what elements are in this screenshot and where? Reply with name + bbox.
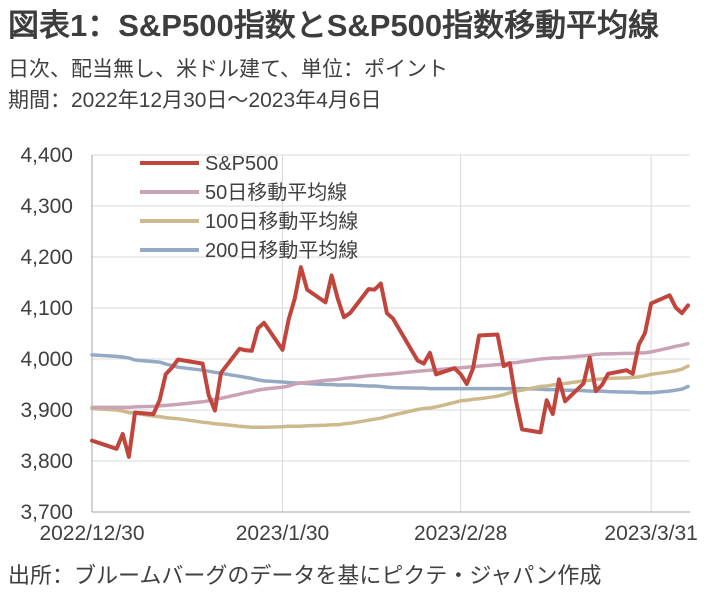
legend-label-ma50: 50日移動平均線 bbox=[205, 181, 347, 204]
y-tick-label: 4,300 bbox=[20, 195, 73, 218]
y-tick-label: 3,900 bbox=[20, 399, 73, 422]
x-tick-label: 2023/2/28 bbox=[414, 522, 507, 545]
y-tick-label: 3,800 bbox=[20, 450, 73, 473]
x-tick-label: 2023/3/31 bbox=[604, 522, 697, 545]
legend: S&P500 50日移動平均線 100日移動平均線 200日移動平均線 bbox=[140, 153, 358, 262]
series-line-sp500 bbox=[90, 265, 690, 459]
chart-subtitle-units: 日次、配当無し、米ドル建て、単位：ポイント bbox=[8, 58, 448, 81]
chart-source-note: 出所：ブルームバーグのデータを基にピクテ・ジャパン作成 bbox=[8, 563, 602, 588]
y-tick-label: 4,400 bbox=[20, 144, 73, 167]
y-tick-label: 4,100 bbox=[20, 297, 73, 320]
chart-title: 図表1：S&P500指数とS&P500指数移動平均線 bbox=[8, 8, 660, 43]
x-tick-label: 2023/1/30 bbox=[236, 522, 329, 545]
y-tick-label: 4,200 bbox=[20, 246, 73, 269]
x-tick-label: 2022/12/30 bbox=[39, 522, 144, 545]
y-tick-label: 3,700 bbox=[20, 501, 73, 524]
legend-label-ma200: 200日移動平均線 bbox=[205, 239, 358, 262]
y-tick-label: 4,000 bbox=[20, 348, 73, 371]
series-lines bbox=[90, 265, 690, 459]
legend-label-sp500: S&P500 bbox=[205, 153, 278, 175]
series-line-ma50 bbox=[90, 341, 690, 410]
legend-label-ma100: 100日移動平均線 bbox=[205, 210, 358, 233]
series-line-ma100 bbox=[90, 364, 690, 430]
chart-subtitle-period: 期間：2022年12月30日～2023年4月6日 bbox=[8, 89, 382, 112]
gridlines bbox=[92, 154, 690, 512]
